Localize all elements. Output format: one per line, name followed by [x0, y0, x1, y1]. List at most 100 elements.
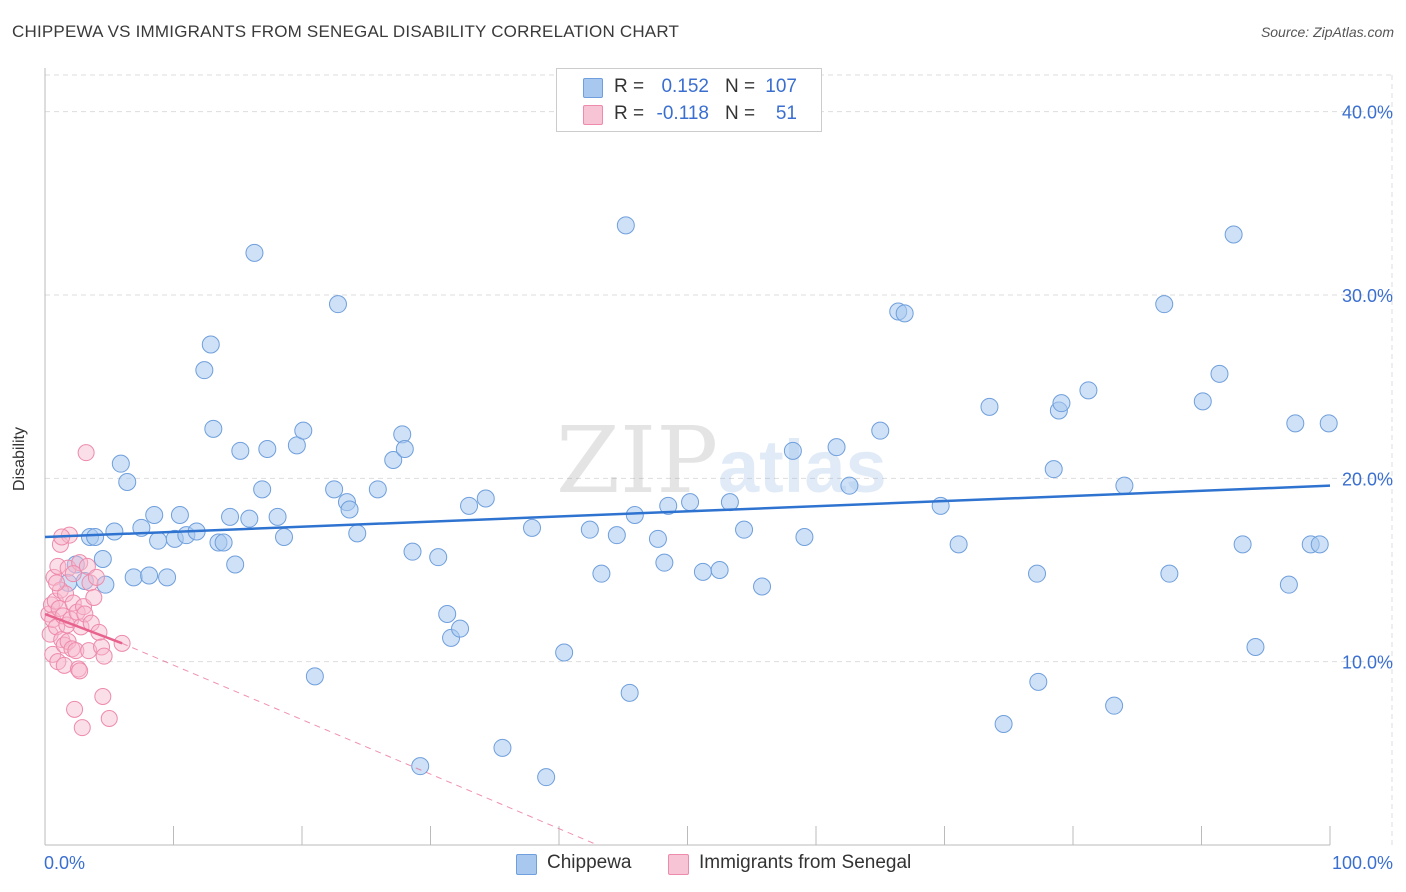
chippewa-point: [96, 575, 115, 594]
chippewa-point: [118, 473, 137, 491]
chippewa-point: [592, 564, 611, 583]
senegal-point: [55, 656, 73, 674]
chippewa-point: [710, 561, 729, 579]
axes: [44, 68, 1331, 846]
senegal-points: [40, 444, 131, 737]
chippewa-point: [325, 480, 344, 499]
senegal-point: [66, 700, 84, 718]
chippewa-point: [393, 425, 412, 444]
chippewa-point: [607, 526, 626, 545]
chippewa-point: [681, 493, 700, 512]
senegal-point: [94, 688, 112, 705]
chippewa-points: [59, 216, 1338, 787]
chippewa-point: [204, 419, 223, 438]
legend-swatch-pink: [583, 105, 603, 125]
legend-n-value: 51: [775, 103, 797, 124]
y-tick-label: 40.0%: [1342, 103, 1393, 123]
chippewa-point: [170, 506, 189, 524]
chippewa-point: [620, 683, 639, 702]
chippewa-point: [221, 507, 240, 526]
bottom-legend-label: Immigrants from Senegal: [699, 852, 912, 873]
chippewa-point: [258, 440, 277, 458]
watermark: ZIP atlas: [556, 407, 887, 514]
chippewa-point: [305, 667, 324, 686]
senegal-trend-extension: [121, 642, 598, 846]
chippewa-point: [145, 506, 164, 524]
chippewa-point: [411, 757, 430, 776]
chippewa-point: [753, 577, 772, 596]
chippewa-point: [275, 528, 294, 546]
senegal-point: [87, 568, 105, 586]
chippewa-point: [827, 438, 846, 457]
chippewa-point: [1044, 460, 1063, 479]
chippewa-point: [1029, 672, 1048, 691]
chippewa-point: [1155, 295, 1174, 314]
legend-r-value: 0.152: [661, 76, 709, 97]
chippewa-point: [555, 643, 574, 662]
chippewa-point: [460, 496, 479, 515]
chippewa-point: [195, 361, 214, 380]
bottom-legend-swatch-pink: [668, 854, 689, 875]
chippewa-point: [438, 605, 457, 623]
chippewa-point: [231, 441, 250, 460]
chippewa-point: [1279, 575, 1298, 594]
chippewa-point: [348, 524, 367, 543]
chippewa-point: [140, 566, 159, 585]
legend-n-label: N =: [725, 103, 756, 124]
chippewa-point: [124, 568, 143, 587]
chippewa-point: [93, 550, 112, 568]
legend-swatch-blue: [583, 78, 603, 98]
chippewa-point: [1310, 535, 1329, 554]
chippewa-point: [616, 216, 635, 235]
chippewa-point: [214, 533, 233, 552]
chippewa-point: [625, 506, 644, 524]
trend-lines: [44, 484, 1331, 846]
grid-lines: [45, 74, 1395, 845]
legend-n-label: N =: [725, 76, 756, 97]
chippewa-point: [693, 562, 712, 581]
chippewa-point: [1079, 381, 1098, 400]
correlation-legend: R = 0.152 N = 107 R = -0.118 N = 51: [556, 68, 822, 132]
chippewa-point: [783, 441, 802, 460]
senegal-point: [100, 710, 118, 727]
chippewa-point: [1160, 564, 1179, 583]
senegal-point: [73, 719, 91, 737]
legend-row-chippewa: R = 0.152 N = 107: [557, 74, 821, 100]
chippewa-point: [328, 295, 347, 314]
chippewa-point: [201, 335, 220, 354]
chippewa-point: [648, 529, 667, 548]
chippewa-point: [795, 528, 814, 546]
chippewa-point: [149, 531, 168, 550]
chippewa-trend-line: [44, 484, 1331, 539]
chippewa-point: [994, 715, 1013, 733]
chippewa-point: [1286, 414, 1305, 433]
chippewa-point: [949, 535, 968, 554]
legend-r-label: R =: [614, 76, 645, 97]
chippewa-point: [1105, 696, 1124, 715]
chippewa-point: [86, 528, 105, 546]
y-tick-label: 30.0%: [1342, 286, 1393, 306]
y-tick-label: 20.0%: [1342, 469, 1393, 489]
senegal-point: [49, 557, 67, 575]
senegal-point: [67, 642, 85, 660]
chippewa-point: [111, 454, 130, 473]
chippewa-point: [720, 493, 739, 512]
chippewa-point: [403, 542, 422, 561]
chippewa-point: [1052, 394, 1071, 413]
senegal-point: [95, 647, 113, 665]
senegal-point: [78, 557, 96, 575]
chippewa-point: [537, 768, 556, 787]
legend-r-value: -0.118: [656, 103, 709, 124]
chippewa-point: [451, 619, 470, 638]
chippewa-point: [895, 304, 914, 323]
chippewa-point: [493, 738, 512, 757]
chart-title: CHIPPEWA VS IMMIGRANTS FROM SENEGAL DISA…: [12, 22, 680, 41]
chippewa-point: [384, 451, 403, 469]
legend-r-label: R =: [614, 103, 645, 124]
chippewa-point: [1115, 476, 1134, 495]
x-tick-label-min: 0.0%: [44, 853, 85, 873]
chippewa-point: [840, 476, 859, 495]
chippewa-point: [476, 489, 495, 508]
chippewa-point: [1224, 225, 1243, 244]
chippewa-point: [659, 496, 678, 515]
